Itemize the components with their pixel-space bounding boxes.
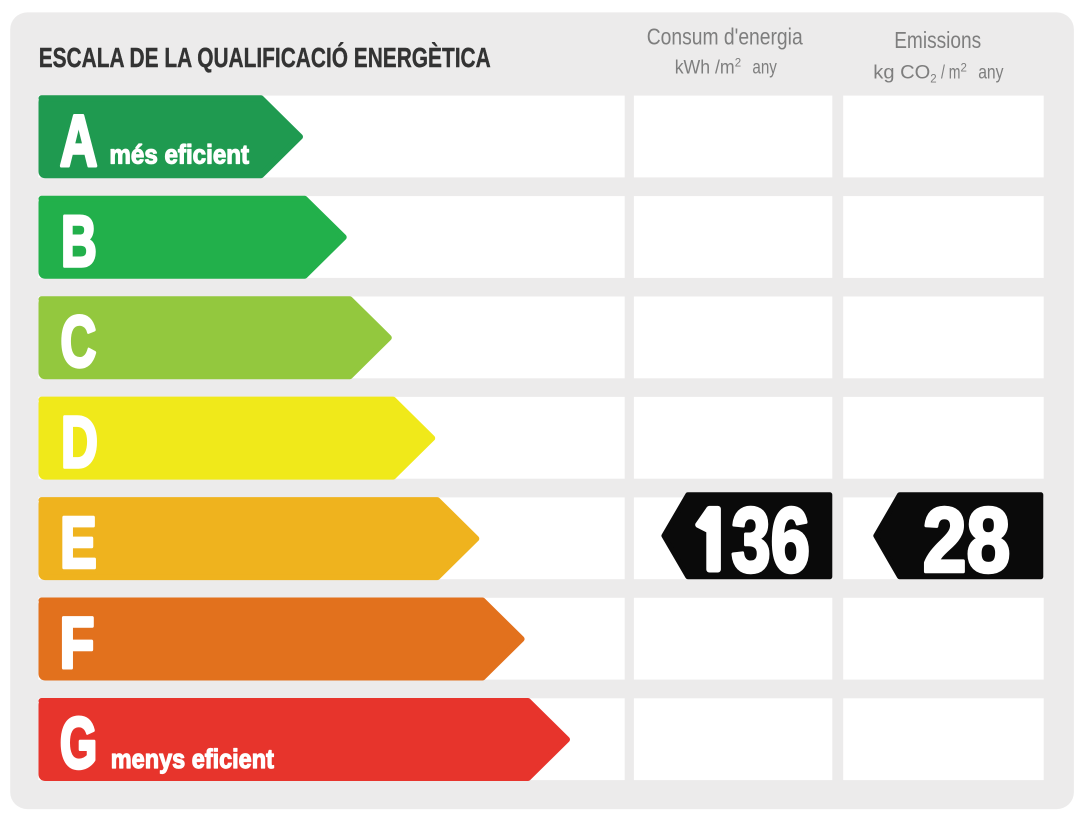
- svg-text:F: F: [60, 603, 95, 684]
- svg-text:menys eficient: menys eficient: [111, 744, 274, 774]
- svg-text:A: A: [60, 101, 98, 182]
- svg-text:D: D: [61, 402, 98, 483]
- svg-text:més eficient: més eficient: [109, 140, 249, 170]
- svg-text:Consum d'energia: Consum d'energia: [647, 23, 803, 49]
- svg-text:ESCALA DE LA QUALIFICACIÓ ENER: ESCALA DE LA QUALIFICACIÓ ENERGÈTICA: [39, 42, 491, 73]
- svg-text:28: 28: [923, 490, 1011, 592]
- svg-text:B: B: [61, 201, 97, 282]
- svg-text:G: G: [60, 703, 97, 784]
- svg-text:C: C: [61, 301, 97, 382]
- svg-text:Emissions: Emissions: [894, 27, 981, 53]
- svg-text:E: E: [60, 502, 97, 583]
- svg-text:36: 36: [731, 490, 810, 592]
